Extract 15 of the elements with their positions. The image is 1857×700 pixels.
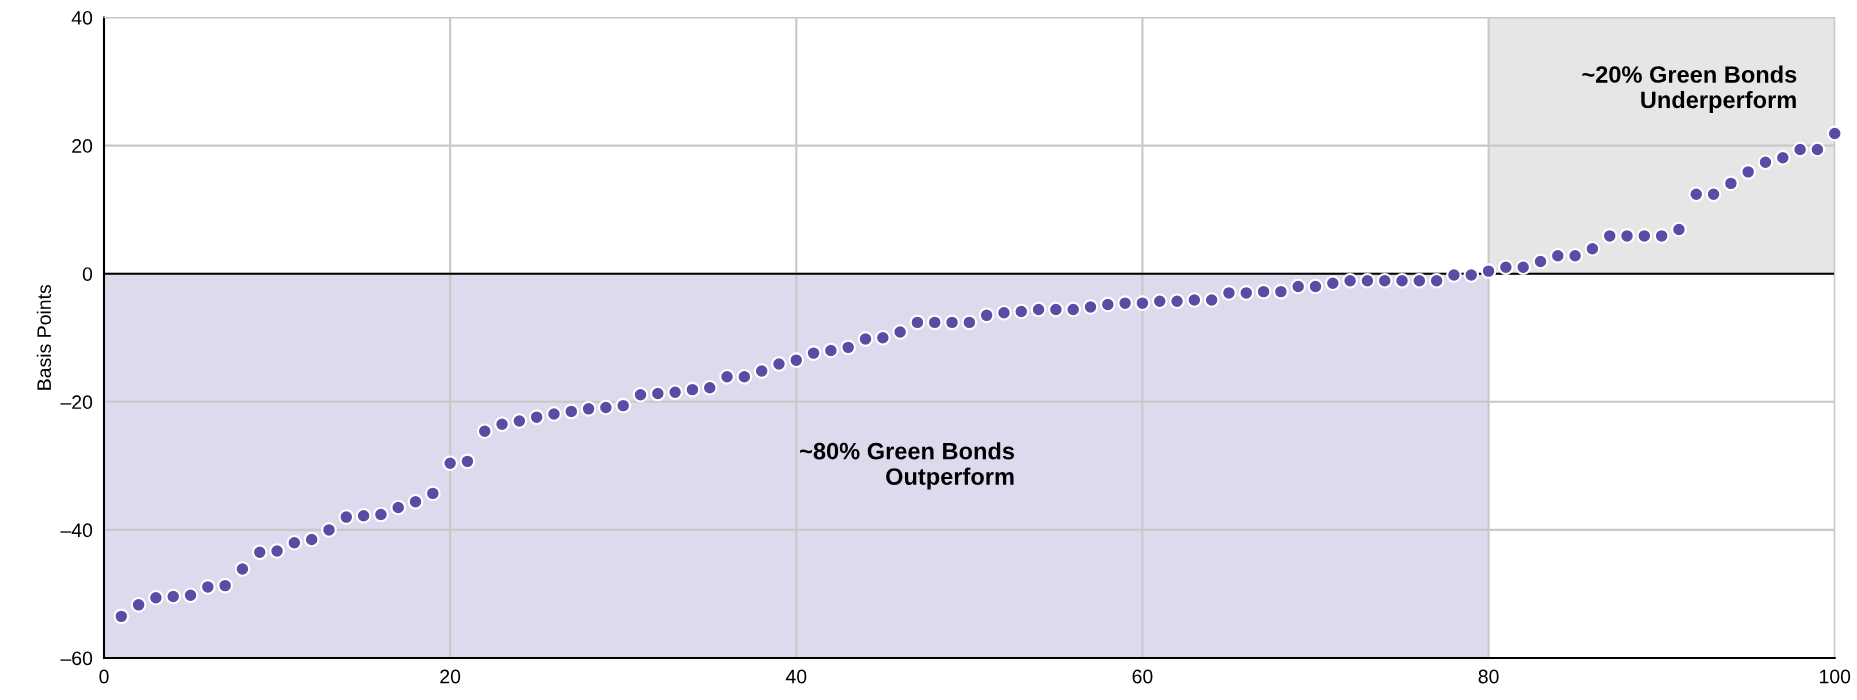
y-axis-title: Basis Points	[36, 284, 52, 390]
x-tick-label: 40	[785, 669, 807, 684]
x-tick-label: 60	[1132, 669, 1153, 684]
x-tick-label: 100	[1819, 669, 1851, 684]
x-tick-label: 20	[440, 669, 461, 684]
y-tick-label: 40	[71, 10, 93, 25]
y-tick-label: –20	[60, 395, 93, 410]
x-tick-label: 80	[1478, 669, 1499, 684]
y-tick-label: 20	[72, 139, 93, 153]
band-label: ~80% Green Bonds Outperform	[800, 442, 1015, 490]
band-label: ~20% Green Bonds Underperform	[1582, 65, 1797, 113]
y-tick-label: 0	[82, 267, 93, 281]
y-tick-label: –40	[60, 523, 93, 538]
y-tick-label: –60	[60, 651, 93, 666]
x-tick-label: 0	[99, 669, 109, 684]
